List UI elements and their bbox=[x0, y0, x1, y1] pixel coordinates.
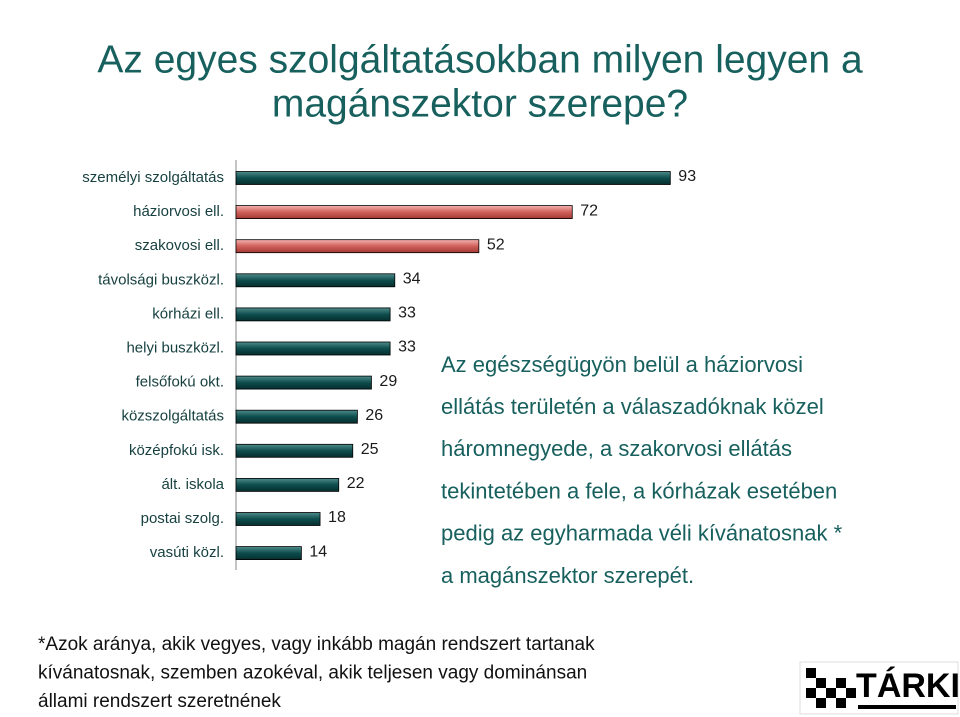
category-label: postai szolg. bbox=[141, 510, 224, 527]
value-label: 25 bbox=[361, 441, 379, 458]
category-label: szakovosi ell. bbox=[135, 237, 224, 254]
category-label: középfokú isk. bbox=[129, 442, 224, 459]
value-label: 33 bbox=[398, 305, 416, 322]
value-label: 34 bbox=[403, 271, 421, 288]
value-label: 14 bbox=[309, 543, 327, 560]
category-label: távolsági buszközl. bbox=[98, 271, 224, 288]
bar bbox=[235, 205, 573, 220]
category-label: háziorvosi ell. bbox=[133, 203, 224, 220]
note-line: ellátás területén a válaszadóknak közel bbox=[441, 394, 824, 419]
value-label: 22 bbox=[347, 475, 365, 492]
category-label: ált. iskola bbox=[161, 476, 224, 493]
footnote-line: állami rendszert szeretnének bbox=[38, 691, 281, 712]
value-label: 29 bbox=[379, 373, 397, 390]
value-label: 33 bbox=[398, 339, 416, 356]
title-line: Az egyes szolgáltatásokban milyen legyen… bbox=[97, 38, 863, 81]
title-line: magánszektor szerepe? bbox=[272, 82, 688, 125]
note-box: Az egészségügyön belül a háziorvosi ellát… bbox=[441, 352, 843, 588]
logo-text: TÁRKI bbox=[856, 667, 960, 705]
bar bbox=[235, 409, 358, 424]
logo: TÁRKI bbox=[799, 661, 960, 715]
bar bbox=[235, 273, 396, 288]
category-label: személyi szolgáltatás bbox=[82, 169, 224, 186]
value-label: 26 bbox=[365, 407, 383, 424]
value-label: 93 bbox=[678, 168, 696, 185]
note-line: Az egészségügyön belül a háziorvosi bbox=[441, 352, 803, 377]
footnote-line: kívánatosnak, szemben azokéval, akik tel… bbox=[38, 663, 587, 684]
bar bbox=[235, 546, 302, 560]
category-label: közszolgáltatás bbox=[121, 408, 224, 425]
bar bbox=[235, 375, 372, 390]
category-label: felsőfokú okt. bbox=[136, 374, 224, 391]
bar bbox=[235, 477, 340, 492]
note-line: tekintetében a fele, a kórházak esetében bbox=[441, 478, 837, 503]
footnote-line: *Azok aránya, akik vegyes, vagy inkább m… bbox=[38, 634, 595, 655]
note-line: a magánszektor szerepét. bbox=[441, 563, 694, 588]
value-label: 72 bbox=[580, 202, 598, 219]
bar bbox=[235, 307, 391, 322]
category-label: helyi buszközl. bbox=[126, 339, 224, 356]
bar bbox=[235, 512, 321, 526]
category-label: vasúti közl. bbox=[150, 544, 224, 561]
category-label: kórházi ell. bbox=[152, 305, 224, 322]
bar bbox=[235, 171, 671, 185]
note-line: háromnegyede, a szakorvosi ellátás bbox=[441, 436, 792, 461]
bar bbox=[235, 239, 480, 254]
footnote: *Azok aránya, akik vegyes, vagy inkább m… bbox=[38, 634, 595, 712]
value-label: 52 bbox=[487, 236, 505, 253]
note-line: pedig az egyharmada véli kívánatosnak * bbox=[441, 521, 843, 546]
bar bbox=[235, 443, 354, 458]
bar bbox=[235, 341, 391, 356]
value-label: 18 bbox=[328, 509, 346, 526]
